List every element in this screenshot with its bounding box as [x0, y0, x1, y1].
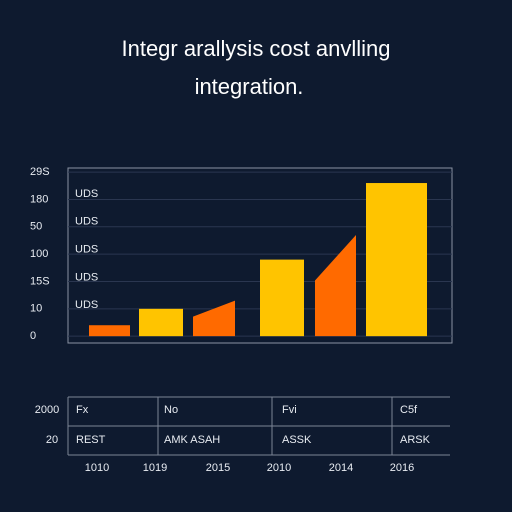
x-tick-label: 2016	[390, 462, 414, 474]
table-cell: ASSK	[282, 434, 312, 446]
plot-frame	[67, 167, 453, 344]
annotation: UDS	[75, 216, 98, 228]
row-label: 20	[46, 434, 58, 446]
table-cell: REST	[76, 434, 106, 446]
y-tick-label: 15S	[30, 275, 50, 287]
annotation: UDS	[75, 271, 98, 283]
annotation: UDS	[75, 244, 98, 256]
chart-title: Integr arallysis cost anvlling	[121, 36, 390, 61]
x-tick-label: 1010	[85, 462, 109, 474]
bar	[139, 308, 183, 337]
x-tick-label: 2010	[267, 462, 291, 474]
x-tick-label: 2015	[206, 462, 230, 474]
y-tick-label: 29S	[30, 166, 50, 178]
y-tick-label: 100	[30, 248, 48, 260]
bar	[193, 300, 235, 337]
annotation: UDS	[75, 299, 98, 311]
y-tick-label: 50	[30, 221, 42, 233]
table-cell: ARSK	[400, 434, 431, 446]
table-cell: Fx	[76, 404, 89, 416]
y-tick-label: 0	[30, 330, 36, 342]
table-cell: AMK ASAH	[164, 434, 220, 446]
table-cell: C5f	[400, 404, 418, 416]
bar	[366, 183, 427, 337]
x-tick-label: 1019	[143, 462, 167, 474]
table-cell: No	[164, 404, 178, 416]
table-lines	[67, 396, 450, 456]
bar	[315, 234, 356, 337]
bar	[260, 259, 304, 337]
bar	[89, 325, 130, 337]
chart-subtitle: integration.	[195, 74, 304, 99]
table-cell: Fvi	[282, 404, 297, 416]
x-tick-label: 2014	[329, 462, 353, 474]
annotation: UDS	[75, 188, 98, 200]
y-tick-label: 180	[30, 193, 48, 205]
row-label: 2000	[35, 404, 59, 416]
y-tick-label: 10	[30, 303, 42, 315]
